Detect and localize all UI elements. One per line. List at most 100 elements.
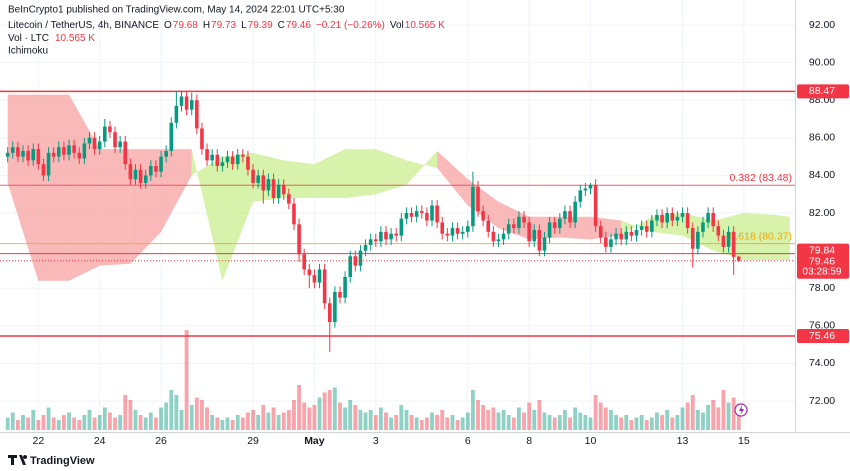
- volume-bar: [230, 420, 235, 430]
- volume-bar: [389, 417, 394, 430]
- candle-body: [123, 141, 128, 165]
- volume-bar: [281, 412, 286, 430]
- countdown: 03:28:59: [803, 266, 842, 277]
- candle-body: [517, 216, 521, 229]
- volume-bar: [51, 417, 56, 430]
- candle-body: [72, 145, 76, 153]
- candle-body: [501, 233, 506, 240]
- legend-item: Litecoin / TetherUS, 4h, BINANCE: [8, 20, 159, 31]
- volume-bar: [419, 420, 424, 430]
- candle-body: [297, 224, 301, 255]
- candle-body: [527, 222, 531, 242]
- volume-bar: [200, 400, 204, 430]
- candle-body: [287, 194, 291, 204]
- ichimoku-cloud: [621, 216, 652, 236]
- volume-bar: [21, 415, 25, 430]
- candle-body: [619, 233, 623, 240]
- candle-body: [271, 179, 276, 198]
- candle-body: [159, 156, 163, 172]
- ichimoku-cloud: [314, 149, 346, 198]
- candle-body: [409, 213, 414, 217]
- volume-bar: [102, 407, 107, 430]
- candle-body: [128, 164, 133, 180]
- volume-bar: [460, 417, 465, 430]
- volume-bar: [143, 417, 148, 430]
- volume-bar: [312, 405, 317, 430]
- candle-body: [466, 226, 470, 232]
- candle-body: [481, 211, 485, 221]
- volume-bar: [573, 407, 578, 430]
- volume-bar: [394, 415, 399, 430]
- candle-body: [430, 205, 434, 221]
- marker-label-box: [797, 243, 849, 258]
- candle-body: [31, 149, 36, 161]
- candle-body: [578, 190, 583, 202]
- candle-body: [399, 218, 404, 236]
- volume-bar: [511, 417, 516, 430]
- volume-bar: [552, 417, 557, 430]
- volume-bar: [72, 417, 77, 430]
- volume-bar: [138, 415, 143, 430]
- ichimoku-cloud: [375, 149, 407, 195]
- x-tick-label: 24: [94, 435, 106, 447]
- candle-body: [26, 150, 30, 161]
- candle-body: [598, 226, 603, 238]
- volume-bar: [680, 407, 685, 430]
- candle-body: [573, 201, 577, 223]
- volume-bar: [470, 390, 475, 430]
- volume-bar: [537, 400, 542, 430]
- candle-body: [149, 166, 153, 176]
- publisher-note: BeInCrypto1 published on TradingView.com…: [8, 5, 345, 16]
- candle-body: [143, 175, 148, 183]
- volume-bar: [649, 417, 654, 430]
- volume-bar: [87, 410, 92, 430]
- candle-body: [506, 224, 511, 234]
- candle-body: [476, 186, 480, 212]
- volume-bar: [251, 410, 255, 430]
- candle-body: [604, 237, 608, 247]
- candle-body: [215, 154, 220, 167]
- volume-bar: [588, 417, 593, 430]
- candle-body: [322, 269, 327, 304]
- candle-body: [731, 231, 736, 257]
- candle-body: [639, 226, 644, 230]
- candle-body: [205, 149, 209, 161]
- candle-body: [629, 231, 634, 236]
- volume-bar: [307, 407, 312, 430]
- candle-body: [552, 222, 557, 229]
- volume-bar: [614, 415, 618, 430]
- volume-bar: [169, 390, 174, 430]
- volume-bar: [317, 397, 322, 430]
- candle-body: [225, 156, 230, 163]
- volume-bar: [179, 410, 184, 430]
- y-tick-label: 76.00: [809, 320, 835, 332]
- legend-item: Vol · LTC: [8, 33, 49, 44]
- legend-main: Litecoin / TetherUS, 4h, BINANCE O79.68 H7…: [8, 20, 445, 31]
- volume-bar: [424, 417, 429, 430]
- candle-body: [343, 276, 347, 298]
- candle-body: [736, 256, 741, 261]
- candle-body: [179, 96, 184, 106]
- legend-volume: Vol · LTC 10.565 K: [8, 33, 95, 44]
- candle-body: [21, 150, 25, 157]
- candle-body: [353, 256, 358, 266]
- volume-bar: [598, 402, 603, 430]
- volume-bar: [77, 420, 82, 430]
- axes: 92.0090.0088.0086.0084.0082.0078.0076.00…: [33, 19, 849, 447]
- level-label: 88.47: [809, 85, 835, 97]
- volume-bar: [542, 412, 547, 430]
- volume-bar: [399, 405, 404, 430]
- candle-body: [108, 126, 112, 133]
- candle-body: [496, 239, 501, 242]
- candle-body: [195, 100, 199, 129]
- candle-body: [389, 233, 393, 240]
- volume-bar: [619, 417, 624, 430]
- volume-bar: [527, 402, 532, 430]
- volume-bar: [343, 407, 348, 430]
- volume-bar: [266, 412, 271, 430]
- volume-bar: [261, 405, 266, 430]
- x-tick-label: May: [304, 435, 325, 447]
- candle-body: [542, 237, 547, 251]
- volume-bar: [353, 405, 358, 430]
